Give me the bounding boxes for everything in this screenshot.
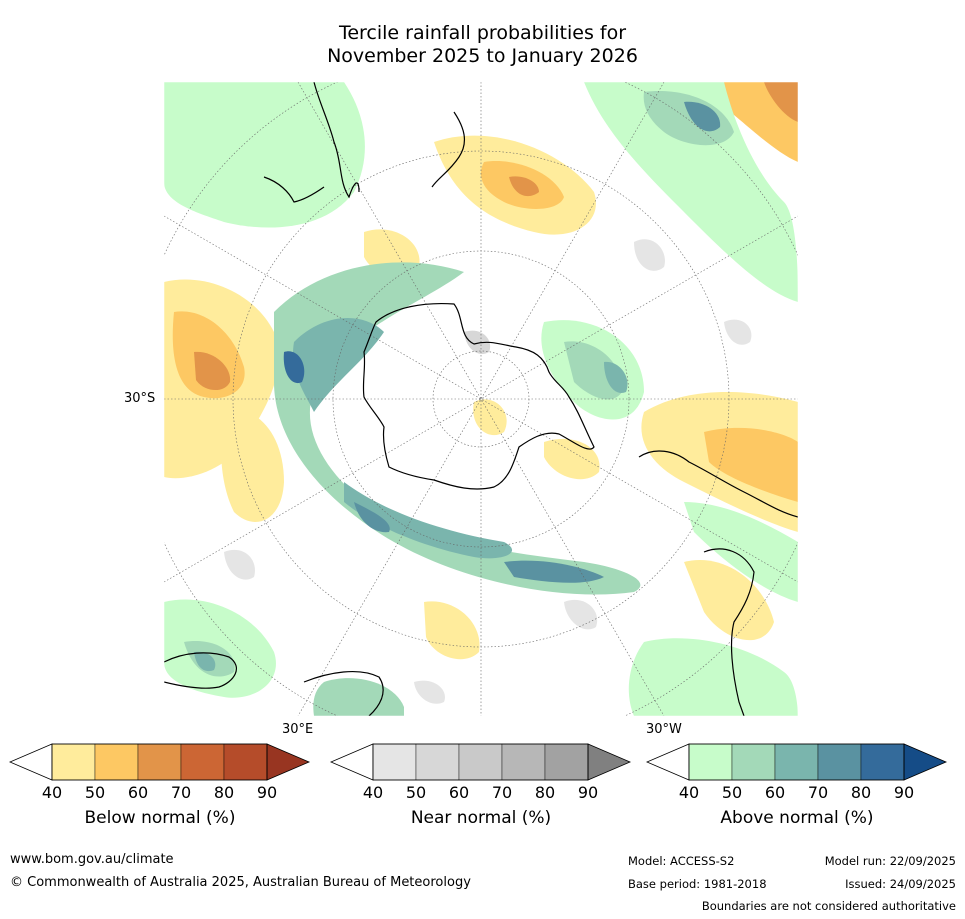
new-zealand-coastline: [431, 111, 466, 188]
near-colorbar-tick-60: 60: [449, 783, 469, 802]
below-colorbar-min-arrow: [8, 743, 53, 781]
near-colorbar-outline: [372, 743, 589, 781]
lat-label-30s: 30°S: [124, 391, 156, 406]
colorbar-above-normal: 40 50 60 70 80 90: [645, 743, 948, 803]
near-colorbar-segment-3: [458, 743, 503, 781]
south-america-coastline: [638, 450, 798, 518]
base-period-text: Base period: 1981-2018: [628, 877, 767, 891]
above-colorbar-tick-80: 80: [851, 783, 871, 802]
near-colorbar-segment-1: [372, 743, 417, 781]
below-colorbar-outline: [51, 743, 268, 781]
near-colorbar-min-arrow: [329, 743, 374, 781]
australia-coastline: [313, 82, 360, 199]
above-colorbar-tick-50: 50: [722, 783, 742, 802]
lon-label-30e: 30°E: [282, 722, 314, 737]
below-colorbar-tick-50: 50: [85, 783, 105, 802]
colorbar-below-svg: 40 50 60 70 80 90: [8, 743, 311, 802]
above-colorbar-tick-70: 70: [808, 783, 828, 802]
madagascar-coastline: [164, 652, 237, 689]
colorbar-near-title: Near normal (%): [410, 808, 552, 828]
colorbar-near-normal: 40 50 60 70 80 90: [329, 743, 632, 803]
title-line-1: Tercile rainfall probabilities for: [338, 22, 627, 44]
colorbar-below-normal: 40 50 60 70 80 90: [8, 743, 311, 803]
copyright-text: © Commonwealth of Australia 2025, Austra…: [10, 875, 471, 890]
above-colorbar-segment-4: [817, 743, 862, 781]
near-colorbar-tick-40: 40: [363, 783, 383, 802]
australia-south-coastline: [263, 176, 325, 203]
near-colorbar-segment-5: [544, 743, 589, 781]
below-colorbar-tick-90: 90: [257, 783, 277, 802]
below-colorbar-segment-2: [94, 743, 139, 781]
above-colorbar-tick-90: 90: [894, 783, 914, 802]
below-colorbar-segment-5: [223, 743, 268, 781]
below-colorbar-segment-3: [137, 743, 182, 781]
above-colorbar-segment-2: [731, 743, 776, 781]
issued-text: Issued: 24/09/2025: [845, 877, 956, 891]
near-colorbar-tick-50: 50: [406, 783, 426, 802]
coastlines: [164, 82, 798, 716]
above-colorbar-outline: [688, 743, 905, 781]
title-line-2: November 2025 to January 2026: [327, 45, 638, 67]
southern-africa-coastline: [303, 671, 384, 716]
above-colorbar-tick-40: 40: [679, 783, 699, 802]
map-title: Tercile rainfall probabilities for Novem…: [0, 22, 965, 68]
disclaimer-text: Boundaries are not considered authoritat…: [701, 899, 956, 913]
above-colorbar-tick-60: 60: [765, 783, 785, 802]
above-colorbar-max-arrow: [903, 743, 948, 781]
above-colorbar-segment-3: [774, 743, 819, 781]
colorbar-above-svg: 40 50 60 70 80 90: [645, 743, 948, 802]
near-colorbar-segment-4: [501, 743, 546, 781]
website-link[interactable]: www.bom.gov.au/climate: [10, 852, 174, 867]
above-colorbar-segment-5: [860, 743, 905, 781]
africa-coastline: [703, 548, 755, 716]
near-colorbar-max-arrow: [587, 743, 632, 781]
lon-label-30w: 30°W: [646, 722, 682, 737]
colorbar-near-svg: 40 50 60 70 80 90: [329, 743, 632, 802]
above-colorbar-segment-1: [688, 743, 733, 781]
map-canvas: [164, 82, 798, 716]
model-run-text: Model run: 22/09/2025: [824, 854, 956, 868]
below-colorbar-tick-80: 80: [214, 783, 234, 802]
near-colorbar-tick-80: 80: [535, 783, 555, 802]
below-colorbar-tick-60: 60: [128, 783, 148, 802]
below-colorbar-segment-1: [51, 743, 96, 781]
below-colorbar-tick-70: 70: [171, 783, 191, 802]
polar-map: [164, 82, 798, 716]
near-colorbar-tick-70: 70: [492, 783, 512, 802]
model-text: Model: ACCESS-S2: [628, 854, 735, 868]
antarctica-coastline: [362, 303, 595, 490]
below-colorbar-max-arrow: [266, 743, 311, 781]
near-colorbar-tick-90: 90: [578, 783, 598, 802]
graticule: [164, 82, 798, 716]
above-normal-regions: [164, 82, 798, 716]
below-colorbar-segment-4: [180, 743, 225, 781]
near-colorbar-segment-2: [415, 743, 460, 781]
above-colorbar-min-arrow: [645, 743, 690, 781]
below-colorbar-tick-40: 40: [42, 783, 62, 802]
colorbar-above-title: Above normal (%): [720, 808, 874, 828]
colorbar-below-title: Below normal (%): [84, 808, 236, 828]
